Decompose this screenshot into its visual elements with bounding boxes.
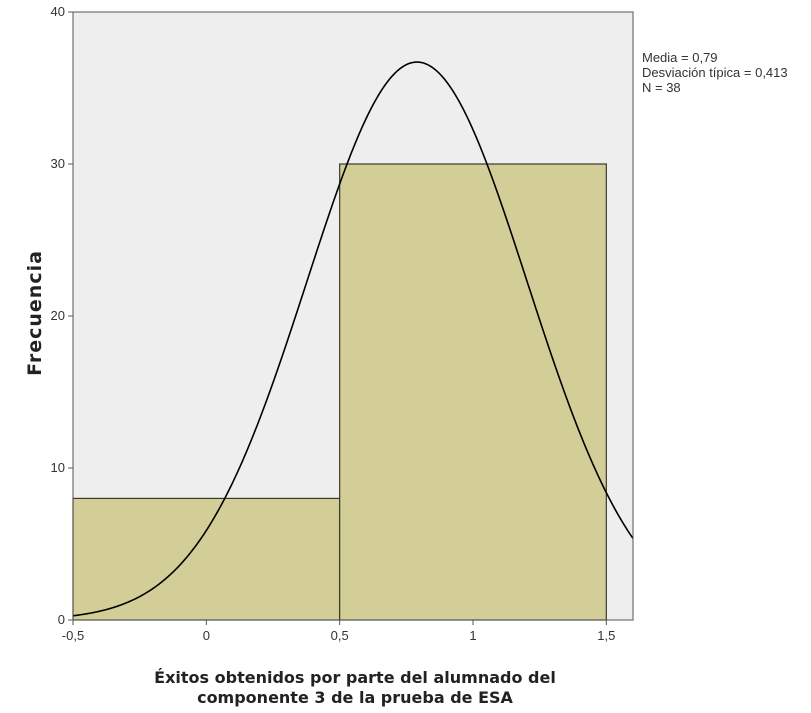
normal-curve xyxy=(72,61,634,617)
plot-area xyxy=(72,12,634,621)
stat-std-dev: Desviación típica = 0,413 xyxy=(642,65,788,80)
x-tick-label: -0,5 xyxy=(62,628,84,643)
stat-n: N = 38 xyxy=(642,80,681,95)
y-tick-label: 10 xyxy=(51,460,65,475)
y-tick-label: 40 xyxy=(51,4,65,19)
x-tick-label: 1,5 xyxy=(597,628,615,643)
x-tick-label: 0 xyxy=(203,628,210,643)
x-axis-label-line-1: Éxitos obtenidos por parte del alumnado … xyxy=(154,668,556,687)
stat-mean: Media = 0,79 xyxy=(642,50,718,65)
y-tick-label: 20 xyxy=(51,308,65,323)
y-axis-label: Frecuencia xyxy=(24,250,46,376)
y-tick-label: 0 xyxy=(58,612,65,627)
x-tick-label: 1 xyxy=(469,628,476,643)
x-axis-label-line-2: componente 3 de la prueba de ESA xyxy=(197,688,513,707)
x-tick-label: 0,5 xyxy=(331,628,349,643)
y-tick-label: 30 xyxy=(51,156,65,171)
histogram-bar-1 xyxy=(72,497,341,621)
histogram-bar-2 xyxy=(339,163,607,621)
